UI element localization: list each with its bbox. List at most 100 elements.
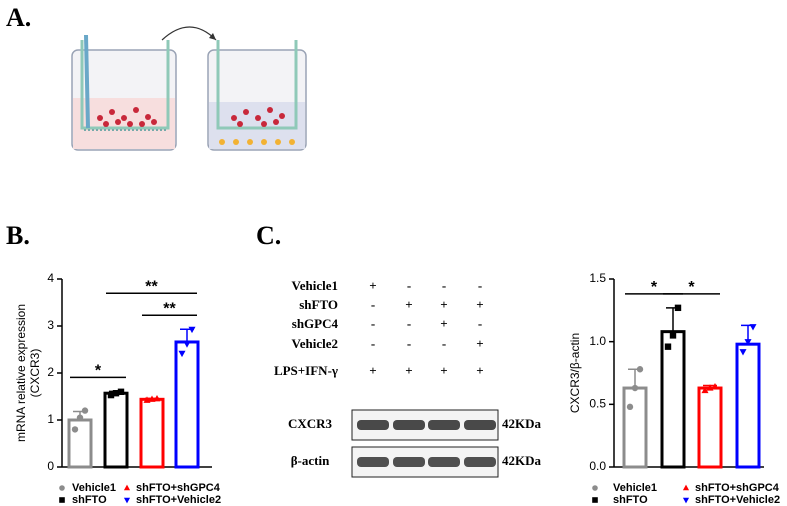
data-point [188,326,196,334]
legend-marker [592,485,598,491]
data-point [107,391,115,399]
error-bar [666,307,680,332]
bar [67,418,93,469]
panel-label: A. [6,3,31,32]
y-tick-label: 1 [47,412,54,426]
legend-label: shFTO+Vehicle2 [695,494,780,506]
significance-label: * [651,279,658,296]
bar [697,386,723,469]
y-tick-label: 0.0 [589,459,606,473]
data-point [143,396,151,403]
data-point [81,407,89,414]
legend-marker [682,484,690,491]
blot-band [464,457,496,467]
legend-marker [123,484,131,491]
data-point [112,390,120,397]
blot-band [393,420,425,430]
y-tick-label: 2 [47,365,54,379]
y-tick-label: 3 [47,318,54,332]
data-point [749,324,757,331]
significance-label: * [95,363,102,380]
sign: + [440,297,447,312]
sign: - [442,336,446,351]
legend-marker [123,497,131,504]
sign: + [405,297,412,312]
legend-marker [59,485,65,491]
band-label: CXCR3 [288,416,333,431]
sign: + [369,363,376,378]
blot-band [357,420,389,430]
bar [660,330,686,469]
data-point [178,350,186,358]
y-tick-label: 1.0 [589,334,606,348]
blot-band [428,457,460,467]
sign: - [478,278,482,293]
significance-label: * [688,279,695,296]
row-label: shGPC4 [292,316,339,331]
panel-label: B. [6,221,30,250]
bar [174,340,200,469]
y-tick-label: 0 [47,459,54,473]
data-point [71,426,79,433]
y-axis-label: CXCR3/β-actin [568,333,582,413]
y-tick-label: 0.5 [589,397,606,411]
sign: + [440,363,447,378]
bar [103,391,129,469]
blot-band [464,420,496,430]
data-point [739,349,747,356]
data-point [626,403,634,411]
sign: + [476,297,483,312]
bar [622,386,648,469]
sign: - [442,278,446,293]
sign: + [405,363,412,378]
data-point [669,332,677,339]
y-axis-label: (CXCR3) [28,349,42,398]
transwell-diagram [71,26,307,151]
sign: - [407,336,411,351]
sign: - [478,316,482,331]
blot-band [357,457,389,467]
data-point [674,304,682,312]
band-label: β-actin [291,453,330,468]
legend-marker [592,497,598,503]
data-point [744,339,752,346]
legend-label: shFTO+Vehicle2 [136,494,221,506]
legend-label: shFTO+shGPC4 [695,482,780,494]
data-point [631,384,639,392]
row-label: Vehicle1 [292,278,338,293]
sign: + [476,336,483,351]
sign: - [407,278,411,293]
sign: - [371,297,375,312]
legend-label: shFTO [72,494,107,506]
sign: + [476,363,483,378]
blot-band [428,420,460,430]
bar [139,397,165,469]
sign: + [440,316,447,331]
bar [735,342,761,469]
data-point [664,343,672,350]
sign: - [371,336,375,351]
band-size: 42KDa [502,416,542,431]
data-point [117,388,125,395]
legend-label: shFTO+shGPC4 [136,482,221,494]
significance-label: ** [145,279,158,296]
legend-marker [59,497,65,503]
data-point [701,386,709,394]
y-axis-label: mRNA relative expression [14,304,28,442]
legend-label: Vehicle1 [613,482,657,494]
western-blot: Vehicle1 + - - - shFTO - + + + shGPC4 - - + - Vehicle2 -… [274,278,542,478]
row-label: Vehicle2 [292,336,338,351]
data-point [711,382,719,390]
y-tick-label: 4 [47,271,54,285]
significance-label: ** [163,301,176,318]
panel-label: C. [256,221,281,250]
row-label: shFTO [299,297,338,312]
data-point [183,341,191,348]
data-point [636,366,644,373]
row-label: LPS+IFN-γ [274,363,338,378]
legend-label: shFTO [613,494,648,506]
sign: - [407,316,411,331]
sign: + [369,278,376,293]
data-point [148,395,156,402]
